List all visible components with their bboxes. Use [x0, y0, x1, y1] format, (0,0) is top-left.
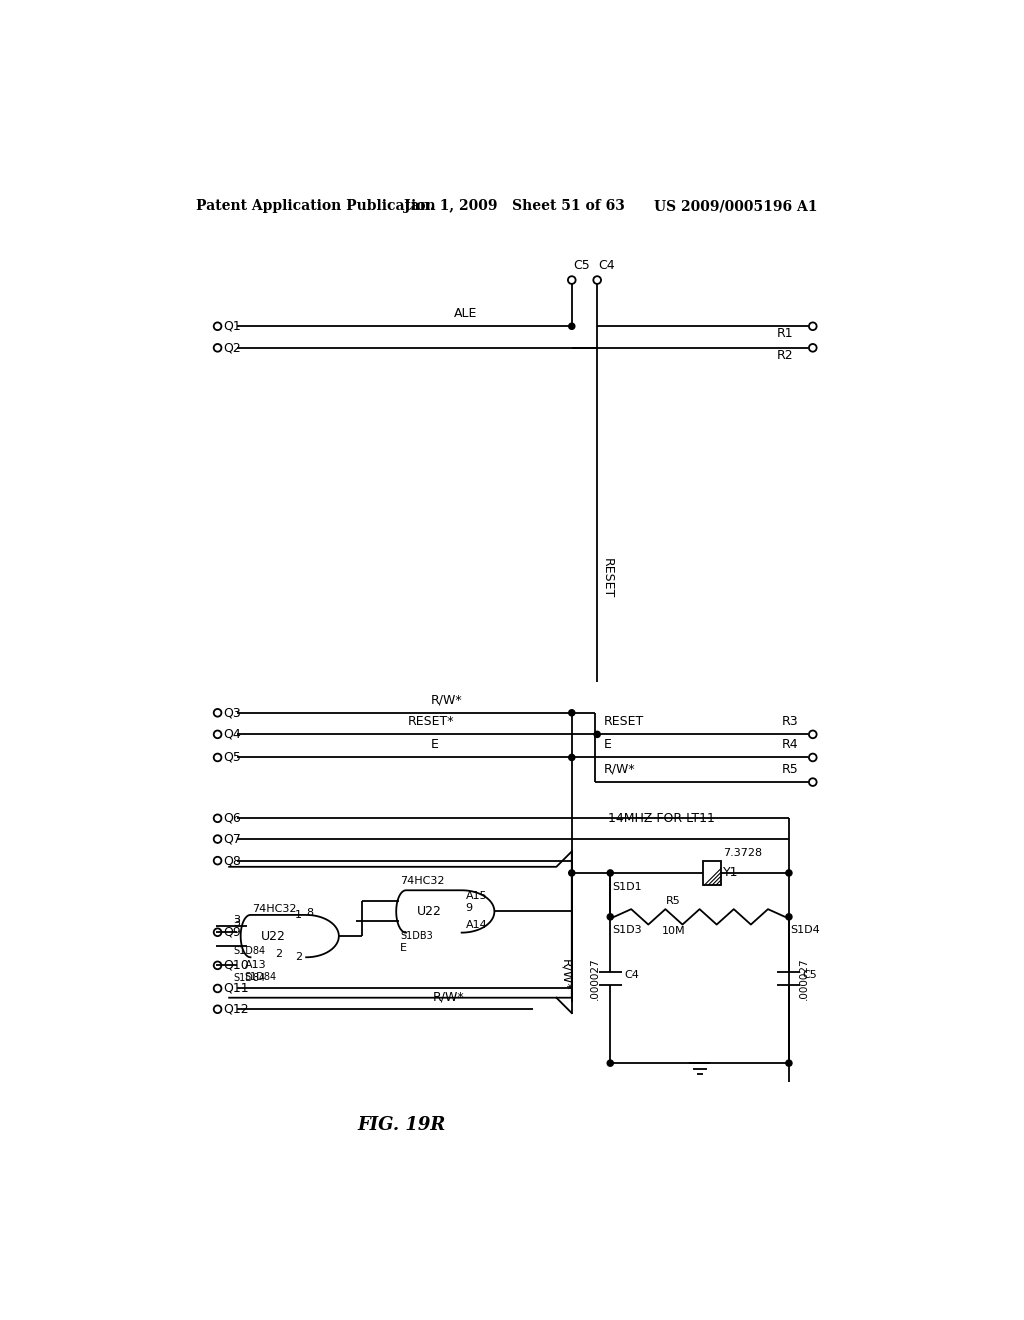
Text: R2: R2 — [776, 348, 794, 362]
Text: Jan. 1, 2009   Sheet 51 of 63: Jan. 1, 2009 Sheet 51 of 63 — [403, 199, 625, 213]
Text: 10M: 10M — [662, 927, 685, 936]
Text: 9: 9 — [466, 903, 473, 912]
Text: U22: U22 — [417, 906, 441, 917]
Circle shape — [568, 710, 574, 715]
Text: RESET*: RESET* — [408, 715, 455, 729]
Text: R/W*: R/W* — [431, 693, 463, 706]
Text: 2: 2 — [275, 949, 283, 960]
Text: Y1: Y1 — [723, 866, 738, 879]
Text: ALE: ALE — [454, 308, 477, 321]
Text: R/W*: R/W* — [559, 958, 572, 990]
Text: 8: 8 — [306, 908, 313, 917]
Text: FIG. 19R: FIG. 19R — [357, 1115, 445, 1134]
Text: Q12: Q12 — [223, 1003, 250, 1016]
Text: Q11: Q11 — [223, 982, 250, 995]
Text: Q10: Q10 — [223, 958, 250, 972]
Circle shape — [607, 870, 613, 876]
Text: S1DB3: S1DB3 — [400, 931, 433, 941]
Text: 1: 1 — [295, 909, 302, 920]
Text: R4: R4 — [782, 738, 799, 751]
Text: A14: A14 — [466, 920, 487, 931]
Circle shape — [568, 755, 574, 760]
Text: U22: U22 — [261, 929, 287, 942]
Text: E: E — [400, 944, 408, 953]
Text: R/W*: R/W* — [603, 763, 635, 776]
Circle shape — [594, 731, 600, 738]
Text: 14MHZ FOR LT11: 14MHZ FOR LT11 — [608, 812, 715, 825]
Text: C4: C4 — [599, 259, 615, 272]
Text: Q4: Q4 — [223, 727, 242, 741]
Text: RESET: RESET — [600, 558, 613, 598]
Text: Q1: Q1 — [223, 319, 242, 333]
Text: Q9: Q9 — [223, 925, 242, 939]
Circle shape — [785, 1060, 792, 1067]
Text: A15: A15 — [466, 891, 487, 902]
Text: R5: R5 — [782, 763, 799, 776]
Text: 3: 3 — [233, 919, 240, 928]
Text: RESET: RESET — [603, 715, 644, 729]
Text: E: E — [603, 738, 611, 751]
Circle shape — [785, 913, 792, 920]
Text: Patent Application Publication: Patent Application Publication — [196, 199, 435, 213]
Text: Q8: Q8 — [223, 854, 242, 867]
Text: C4: C4 — [625, 970, 639, 979]
Bar — [702, 861, 721, 886]
Text: .000027: .000027 — [590, 957, 600, 999]
Text: 74HC32: 74HC32 — [400, 875, 444, 886]
Text: .000027: .000027 — [800, 957, 809, 999]
Circle shape — [568, 323, 574, 330]
Text: S1D84: S1D84 — [233, 946, 265, 957]
Text: R/W*: R/W* — [433, 990, 465, 1003]
Circle shape — [568, 870, 574, 876]
Text: Q5: Q5 — [223, 751, 242, 764]
Circle shape — [607, 913, 613, 920]
Text: E: E — [431, 738, 438, 751]
Text: 3: 3 — [233, 915, 240, 924]
Text: 74HC32: 74HC32 — [252, 904, 297, 915]
Text: Q3: Q3 — [223, 706, 242, 719]
Circle shape — [785, 870, 792, 876]
Text: C5: C5 — [573, 259, 590, 272]
Text: Q7: Q7 — [223, 833, 242, 846]
Text: R5: R5 — [666, 896, 681, 906]
Text: S1D84: S1D84 — [233, 973, 265, 983]
Text: US 2009/0005196 A1: US 2009/0005196 A1 — [654, 199, 817, 213]
Text: S1D3: S1D3 — [611, 924, 641, 935]
Text: C5: C5 — [803, 970, 817, 979]
Text: Q6: Q6 — [223, 812, 242, 825]
Text: 7.3728: 7.3728 — [723, 847, 762, 858]
Text: R3: R3 — [782, 715, 799, 729]
Text: S1D1: S1D1 — [611, 882, 641, 892]
Text: 2: 2 — [295, 952, 302, 962]
Circle shape — [607, 1060, 613, 1067]
Text: S1D84: S1D84 — [245, 972, 276, 982]
Text: A13: A13 — [245, 961, 266, 970]
Text: Q2: Q2 — [223, 342, 242, 354]
Text: R1: R1 — [776, 327, 794, 341]
Text: S1D4: S1D4 — [791, 924, 820, 935]
